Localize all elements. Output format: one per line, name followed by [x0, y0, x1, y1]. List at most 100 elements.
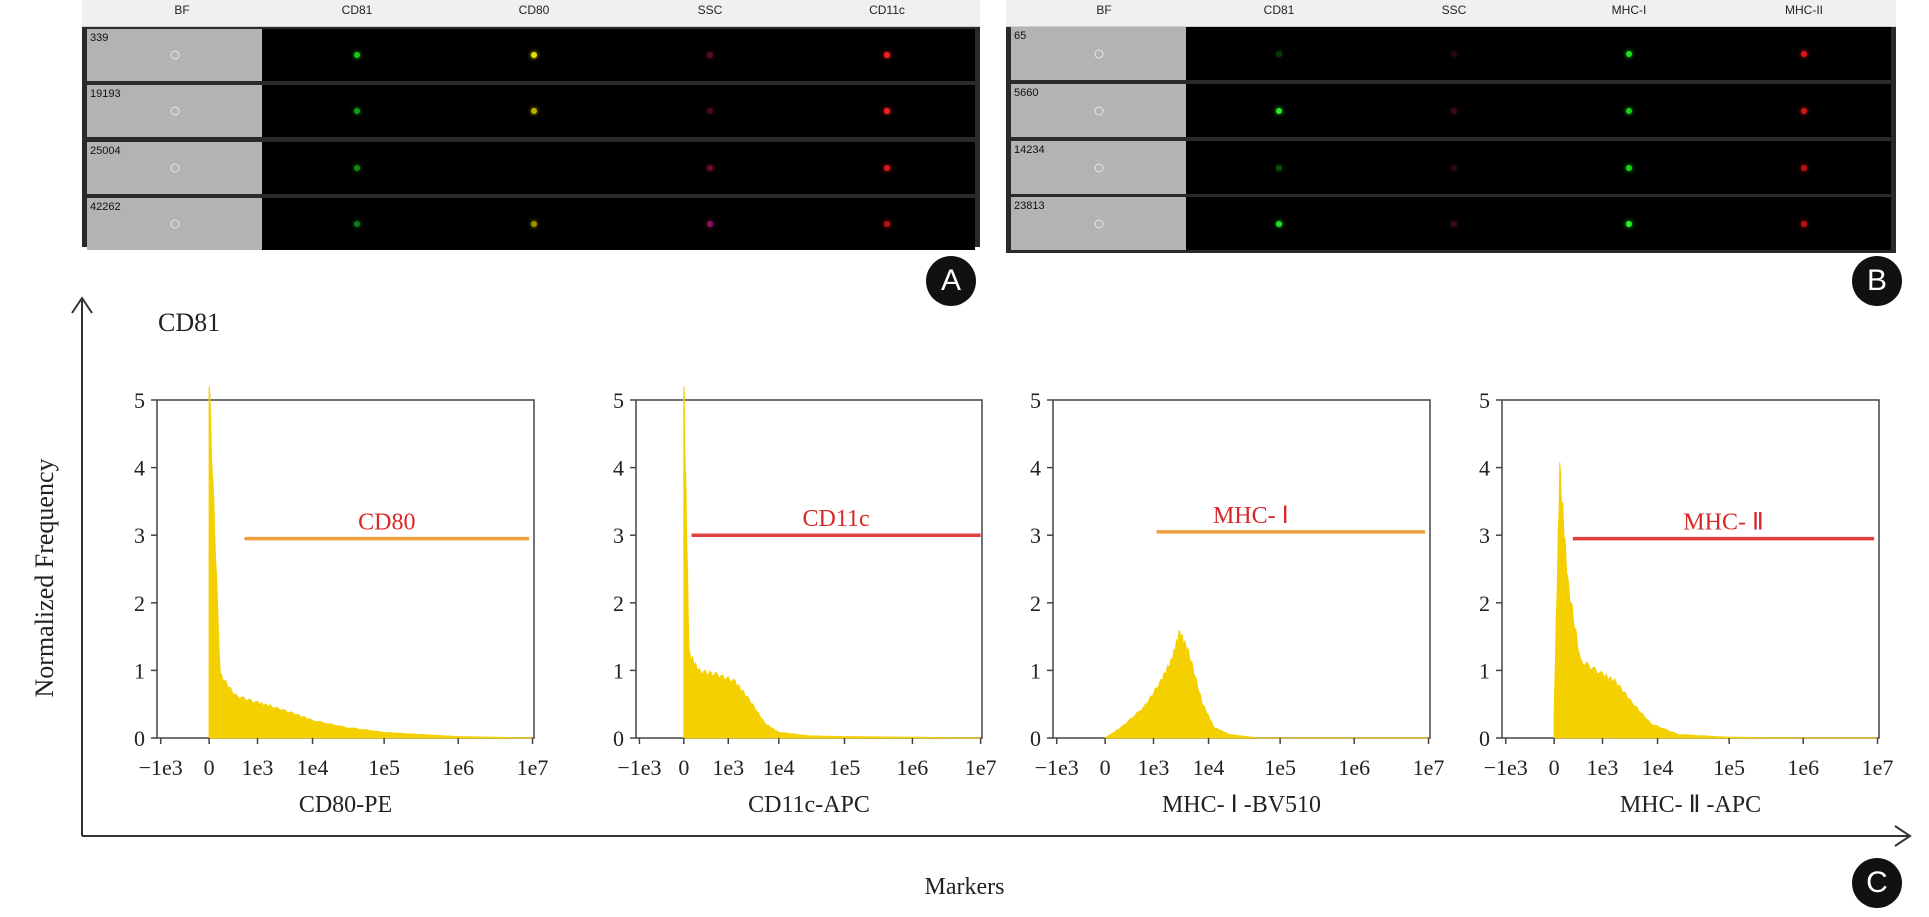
brightfield-image: 5660 — [1011, 84, 1186, 137]
gate-label: MHC- Ⅱ — [1683, 510, 1763, 536]
histogram-1: CD11c 0 1 2 3 4 5 −1e3 0 1e3 1e4 1e5 1e6 1e7 CD11c-APC — [613, 386, 997, 818]
fluorescence-spot — [1626, 220, 1632, 227]
fluorescence-spot — [354, 221, 360, 227]
panel-a-col-cd81: CD81 — [341, 3, 373, 17]
object-id: 42262 — [90, 201, 121, 213]
x-tick-label: 0 — [678, 755, 689, 780]
cell-outline — [170, 163, 179, 173]
y-tick-label: 3 — [1479, 523, 1490, 548]
panel-a-row-2: 25004 — [87, 142, 975, 194]
plot-frame — [1052, 399, 1431, 739]
brightfield-image: 19193 — [87, 85, 262, 137]
fluorescence-spot — [884, 108, 890, 114]
object-id: 25004 — [90, 145, 121, 157]
fluorescence-spot — [1276, 220, 1282, 227]
y-tick-label: 2 — [1479, 591, 1490, 616]
x-tick-label: 0 — [204, 755, 215, 780]
fluorescence-spot — [1626, 164, 1632, 171]
y-tick-label: 4 — [134, 456, 145, 481]
x-tick-label: 1e4 — [1193, 755, 1225, 780]
histogram-3: MHC- Ⅱ 0 1 2 3 4 5 −1e3 0 1e3 1e4 1e5 1e6 1e7 MHC- Ⅱ -… — [1479, 388, 1894, 818]
panel-b-col-bf: BF — [1096, 3, 1112, 17]
cell-outline — [170, 106, 179, 116]
fluorescence-spot — [1276, 107, 1282, 114]
panel-b-col-mhc-i: MHC-I — [1611, 3, 1647, 17]
panel-b-col-mhc-ii: MHC-II — [1785, 3, 1823, 17]
y-tick-label: 4 — [613, 456, 624, 481]
panel-b: BF CD81 SSC MHC-I MHC-II 65 5660 14234 2381… — [1006, 0, 1896, 253]
panel-b-col-ssc: SSC — [1441, 3, 1467, 17]
panel-c-ylabel: Normalized Frequency — [30, 458, 59, 698]
panel-b-header: BF CD81 SSC MHC-I MHC-II — [1006, 0, 1896, 27]
fluorescence-spot — [707, 108, 713, 114]
panel-a: BF CD81 CD80 SSC CD11c 339 19193 25004 4226… — [82, 0, 980, 250]
object-id: 14234 — [1014, 144, 1045, 156]
fluorescence-spot — [1801, 107, 1807, 114]
y-tick-label: 1 — [134, 658, 145, 683]
y-tick-label: 5 — [134, 388, 145, 413]
x-tick-label: −1e3 — [617, 755, 661, 780]
fluorescence-spot — [1451, 220, 1457, 227]
x-tick-label: 1e3 — [1138, 755, 1170, 780]
gate-label: CD80 — [358, 510, 415, 536]
y-tick-label: 1 — [1030, 658, 1041, 683]
x-tick-label: 1e7 — [517, 755, 549, 780]
y-tick-label: 0 — [1030, 726, 1041, 751]
brightfield-image: 14234 — [1011, 141, 1186, 194]
fluorescence-spot — [884, 221, 890, 227]
x-tick-label: 1e5 — [829, 755, 861, 780]
panel-a-badge: A — [926, 256, 976, 306]
brightfield-image: 65 — [1011, 27, 1186, 80]
fluorescence-spot — [1451, 50, 1457, 57]
x-tick-label: 1e4 — [297, 755, 329, 780]
panel-a-row-0: 339 — [87, 29, 975, 81]
x-tick-label: 1e5 — [368, 755, 400, 780]
object-id: 65 — [1014, 30, 1027, 42]
panel-a-col-cd80: CD80 — [518, 3, 550, 17]
panel-c-top-label: CD81 — [158, 308, 221, 337]
x-tick-label: 1e7 — [1862, 755, 1894, 780]
fluorescence-spot — [354, 165, 360, 171]
fluorescence-spot — [1801, 220, 1807, 227]
cell-outline — [1094, 219, 1103, 228]
histogram-2: MHC- Ⅰ 0 1 2 3 4 5 −1e3 0 1e3 1e4 1e5 1e6 1e7 MHC- Ⅰ -… — [1030, 388, 1444, 818]
y-tick-label: 3 — [134, 523, 145, 548]
x-tick-label: 0 — [1549, 755, 1560, 780]
x-tick-label: 1e6 — [1787, 755, 1819, 780]
fluorescence-spot — [531, 108, 537, 114]
fluorescence-spot — [531, 221, 537, 227]
x-tick-label: 1e7 — [965, 755, 997, 780]
fluorescence-spot — [1451, 107, 1457, 114]
x-tick-label: 1e5 — [1264, 755, 1296, 780]
y-tick-label: 5 — [613, 388, 624, 413]
x-tick-label: −1e3 — [1035, 755, 1079, 780]
x-tick-label: 1e3 — [712, 755, 744, 780]
fluorescence-spot — [354, 52, 360, 58]
panel-a-row-3: 42262 — [87, 198, 975, 250]
object-id: 5660 — [1014, 87, 1039, 99]
brightfield-image: 25004 — [87, 142, 262, 194]
y-tick-label: 0 — [134, 726, 145, 751]
fluorescence-spot — [1276, 50, 1282, 57]
histogram-0: CD80 0 1 2 3 4 5 −1e3 0 1e3 1e4 1e5 1e6 1e7 CD80-PE — [134, 386, 549, 818]
panel-a-header: BF CD81 CD80 SSC CD11c — [82, 0, 980, 27]
y-tick-label: 4 — [1479, 456, 1490, 481]
x-tick-label: −1e3 — [1484, 755, 1528, 780]
fluorescence-spot — [884, 52, 890, 58]
y-tick-label: 0 — [1479, 726, 1490, 751]
x-tick-label: 1e4 — [763, 755, 795, 780]
x-tick-label: 1e3 — [1587, 755, 1619, 780]
y-tick-label: 3 — [613, 523, 624, 548]
histogram-area — [208, 386, 533, 739]
x-tick-label: 0 — [1100, 755, 1111, 780]
panel-b-badge: B — [1852, 256, 1902, 306]
object-id: 19193 — [90, 88, 121, 100]
y-tick-label: 3 — [1030, 523, 1041, 548]
fluorescence-spot — [1276, 164, 1282, 171]
fluorescence-spot — [884, 165, 890, 171]
panel-b-row-1: 5660 — [1011, 84, 1891, 137]
y-tick-label: 2 — [134, 591, 145, 616]
panel-a-row-1: 19193 — [87, 85, 975, 137]
object-id: 23813 — [1014, 200, 1045, 212]
histogram-xlabel: CD11c-APC — [748, 792, 870, 818]
